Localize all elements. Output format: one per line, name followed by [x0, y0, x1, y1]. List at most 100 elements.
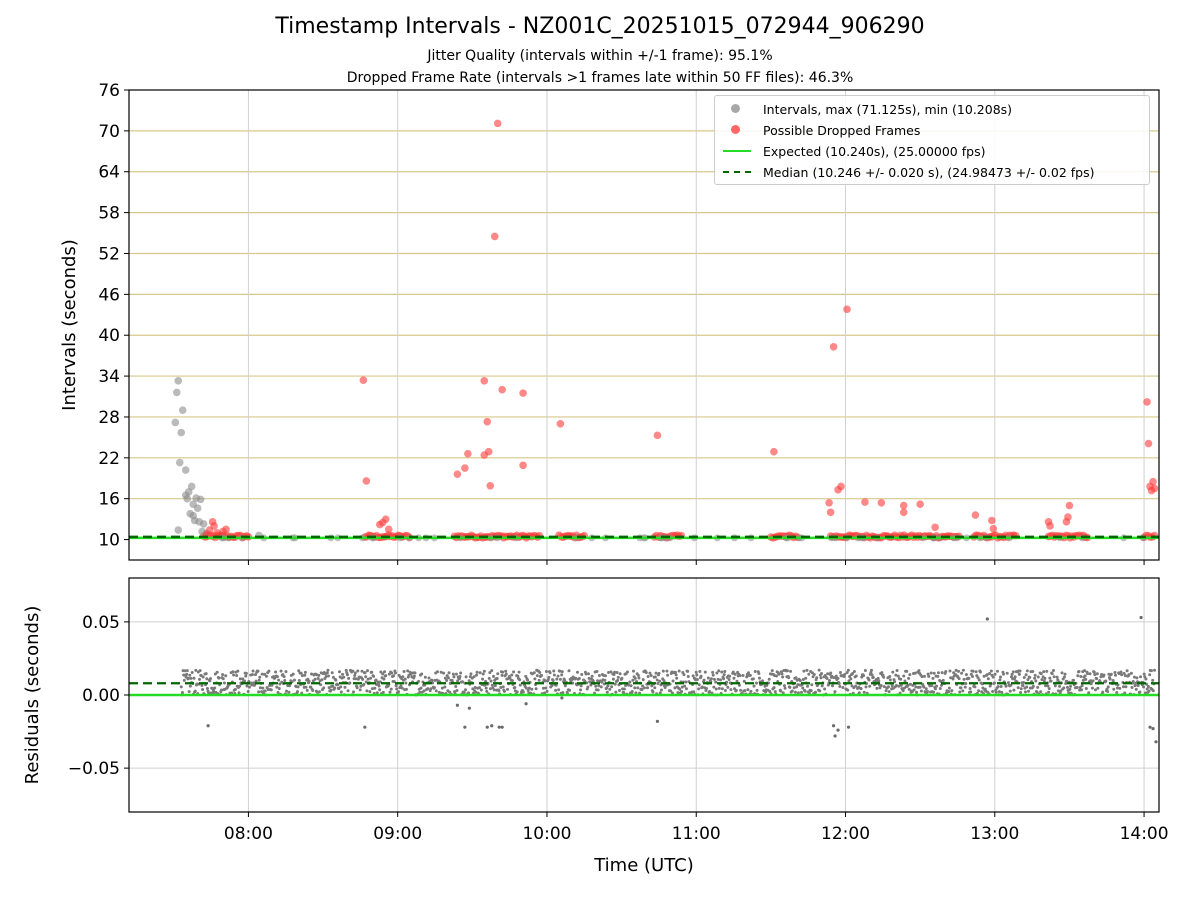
residual-point — [927, 674, 931, 678]
residual-point — [1146, 685, 1150, 689]
residual-point — [518, 678, 522, 682]
residual-point — [187, 676, 191, 680]
residual-point — [488, 687, 492, 691]
residual-point — [852, 669, 856, 673]
residual-point — [1099, 675, 1103, 679]
dropped-frame-point — [484, 447, 493, 456]
residual-point — [999, 675, 1003, 679]
residual-point — [586, 672, 590, 676]
residual-point — [961, 668, 965, 672]
residual-point — [551, 678, 555, 682]
residual-point — [580, 673, 584, 677]
residual-point — [483, 683, 487, 687]
residual-point — [342, 675, 346, 679]
residual-point — [1006, 681, 1010, 685]
residual-point — [313, 677, 317, 681]
residual-point — [442, 671, 446, 675]
y-tick-label: 40 — [98, 326, 120, 346]
residual-point — [256, 669, 260, 673]
residual-point — [469, 672, 473, 676]
dropped-frame-point — [519, 389, 527, 397]
residual-point — [677, 669, 681, 673]
residual-point — [838, 670, 842, 674]
interval-point — [177, 428, 186, 437]
residual-point — [492, 688, 496, 692]
residual-point — [510, 679, 514, 683]
dropped-frame-point — [988, 516, 996, 525]
residual-point — [534, 687, 538, 691]
residual-point — [1019, 687, 1023, 691]
residual-point — [1114, 673, 1118, 677]
residual-point — [986, 677, 990, 681]
residual-point — [500, 673, 504, 677]
residual-point — [501, 670, 505, 674]
residual-point — [658, 691, 662, 695]
residual-point — [237, 691, 241, 695]
residual-point — [541, 686, 545, 690]
residual-point — [1130, 685, 1134, 689]
residual-point — [538, 670, 542, 674]
residual-point — [959, 686, 963, 690]
dropped-frame-point — [480, 377, 489, 385]
residual-point — [609, 670, 613, 674]
residual-point — [283, 679, 287, 683]
residual-point — [871, 675, 875, 679]
residual-point — [812, 673, 816, 677]
residual-point — [1093, 673, 1097, 677]
residual-point — [653, 675, 657, 679]
residual-point — [348, 681, 352, 685]
residual-point — [454, 684, 458, 688]
residual-point — [1135, 676, 1139, 680]
residual-point — [457, 677, 461, 681]
residual-point — [641, 678, 645, 682]
residual-point — [1149, 669, 1153, 673]
residual-point — [1025, 669, 1029, 673]
residual-point — [714, 680, 718, 684]
residual-point — [929, 671, 933, 675]
residual-point — [648, 671, 652, 675]
residual-point — [1136, 684, 1140, 688]
residual-point — [329, 688, 333, 692]
residual-point — [896, 674, 900, 678]
residual-point — [659, 688, 663, 692]
residual-point — [292, 678, 296, 682]
residual-point — [215, 670, 219, 674]
residual-point — [1112, 687, 1116, 691]
residual-point — [612, 673, 616, 677]
y-tick-label: 28 — [98, 408, 120, 428]
residual-point — [1115, 690, 1119, 694]
residual-point — [877, 679, 881, 683]
residual-point — [1131, 679, 1135, 683]
residual-point — [908, 682, 912, 686]
residual-point — [224, 674, 228, 678]
residual-point — [888, 675, 892, 679]
y-tick-label: 70 — [98, 122, 120, 142]
residual-point — [702, 678, 706, 682]
residual-point — [473, 686, 477, 690]
residual-point — [577, 676, 581, 680]
residual-point — [379, 670, 383, 674]
residual-point — [331, 675, 335, 679]
residual-point — [291, 672, 295, 676]
interval-point — [175, 458, 184, 467]
residual-point — [246, 689, 250, 693]
y-tick-label: 10 — [98, 531, 120, 551]
residual-point — [198, 669, 202, 673]
residual-point — [606, 684, 610, 688]
residual-point — [1095, 677, 1099, 681]
residual-point — [201, 675, 205, 679]
residual-point — [1021, 684, 1025, 688]
residual-point — [732, 676, 736, 680]
residual-point — [603, 674, 607, 678]
residual-point — [1022, 675, 1026, 679]
residual-point — [1056, 689, 1060, 693]
legend-dropped-label: Possible Dropped Frames — [763, 122, 921, 138]
residual-point — [976, 676, 980, 680]
residual-point — [1118, 686, 1122, 690]
residual-point — [717, 669, 721, 673]
residual-point — [244, 671, 248, 675]
residual-point — [962, 677, 966, 681]
residual-point — [963, 685, 967, 689]
residual-point — [948, 669, 952, 673]
residual-point — [584, 672, 588, 676]
